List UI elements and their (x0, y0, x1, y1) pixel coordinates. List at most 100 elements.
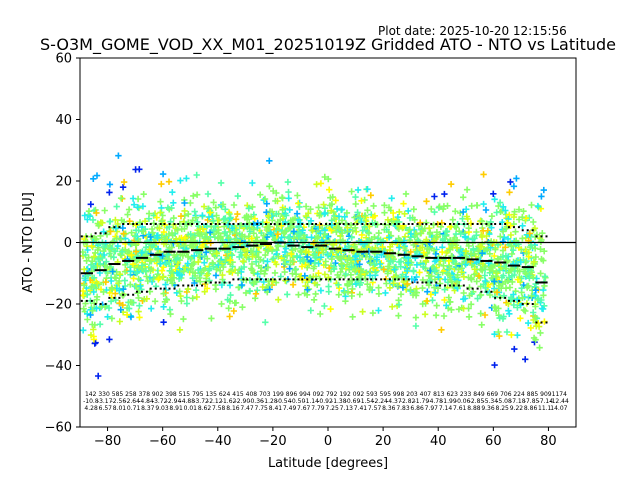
scatter-point (483, 232, 490, 240)
scatter-point (264, 264, 272, 271)
scatter-point (395, 301, 403, 308)
scatter-point (210, 263, 217, 270)
scatter-point (178, 225, 185, 233)
x-axis-label: Latitude [degrees] (268, 456, 388, 471)
stat-count: 998 (393, 391, 405, 398)
scatter-point (380, 266, 388, 273)
scatter-point (135, 227, 142, 234)
scatter-point (395, 250, 402, 257)
stat-mean: -2.90 (235, 398, 251, 405)
scatter-point (232, 216, 240, 223)
scatter-point (132, 233, 139, 240)
scatter-point (530, 334, 538, 342)
stat-mean: -3.17 (97, 398, 113, 405)
scatter-point (88, 283, 96, 290)
scatter-point (372, 269, 379, 276)
scatter-point (149, 229, 156, 236)
stat-sd: 14.07 (550, 405, 567, 412)
scatter-point (95, 372, 102, 380)
scatter-point (248, 235, 255, 242)
scatter-point (260, 196, 267, 204)
scatter-point (108, 277, 115, 285)
scatter-point (307, 217, 315, 224)
scatter-point (94, 255, 102, 263)
scatter-point (119, 184, 127, 191)
scatter-point (412, 322, 420, 330)
scatter-point (352, 224, 359, 231)
y-tick-label: 40 (55, 113, 72, 128)
scatter-point (384, 216, 392, 223)
scatter-point (388, 218, 395, 225)
scatter-point (93, 293, 101, 300)
scatter-point (495, 305, 502, 312)
scatter-point (158, 267, 166, 274)
scatter-point (321, 271, 329, 278)
stat-count: 135 (205, 391, 217, 398)
scatter-point (386, 246, 393, 254)
scatter-point (522, 215, 530, 222)
scatter-point (426, 230, 434, 238)
scatter-point (364, 281, 371, 288)
scatter-point (431, 258, 439, 265)
scatter-point (139, 203, 147, 210)
scatter-point (180, 315, 187, 323)
stat-count: 595 (380, 391, 392, 398)
scatter-point (200, 267, 207, 274)
scatter-point (435, 274, 442, 281)
scatter-point (328, 201, 336, 208)
scatter-point (301, 290, 308, 297)
scatter-point (514, 296, 521, 303)
scatter-point (465, 313, 473, 320)
scatter-point (120, 286, 127, 293)
scatter-point (416, 269, 423, 276)
scatter-point (369, 309, 377, 317)
scatter-point (433, 302, 440, 309)
scatter-points (80, 152, 549, 380)
scatter-point (82, 277, 89, 284)
stat-mean: -2.94 (166, 398, 182, 405)
scatter-point (90, 263, 98, 270)
stat-count: 233 (460, 391, 472, 398)
scatter-point (181, 242, 188, 249)
scatter-point (506, 189, 513, 196)
scatter-point (284, 178, 292, 186)
scatter-point (250, 226, 257, 233)
scatter-point (412, 314, 420, 321)
stat-sd: 8.41 (269, 405, 283, 412)
scatter-point (496, 267, 503, 274)
scatter-point (158, 180, 165, 188)
scatter-point (457, 230, 464, 238)
stat-count: 224 (513, 391, 525, 398)
scatter-point (274, 231, 281, 238)
scatter-point (303, 253, 311, 261)
scatter-point (482, 277, 489, 285)
scatter-point (184, 285, 192, 293)
scatter-point (277, 216, 284, 224)
scatter-point (146, 258, 153, 265)
scatter-point (322, 261, 329, 269)
scatter-point (478, 250, 486, 257)
scatter-point (465, 225, 472, 232)
scatter-point (195, 230, 202, 237)
stat-sd: 7.47 (240, 405, 254, 412)
scatter-point (105, 304, 113, 312)
scatter-point (89, 321, 96, 328)
y-tick-label: 0 (64, 236, 72, 251)
scatter-point (311, 250, 319, 258)
scatter-point (387, 257, 394, 265)
stat-sd: 7.79 (311, 405, 325, 412)
scatter-point (308, 234, 315, 241)
scatter-point (375, 290, 383, 297)
scatter-point (275, 253, 282, 260)
scatter-point (160, 240, 168, 248)
scatter-point (259, 283, 266, 291)
scatter-point (246, 228, 254, 235)
scatter-point (460, 305, 467, 312)
x-tick-label: 60 (485, 434, 502, 449)
stat-count: 813 (433, 391, 445, 398)
scatter-point (275, 296, 282, 303)
scatter-point (264, 258, 271, 265)
scatter-point (467, 301, 475, 308)
scatter-point (358, 231, 366, 239)
scatter-point (138, 249, 145, 257)
